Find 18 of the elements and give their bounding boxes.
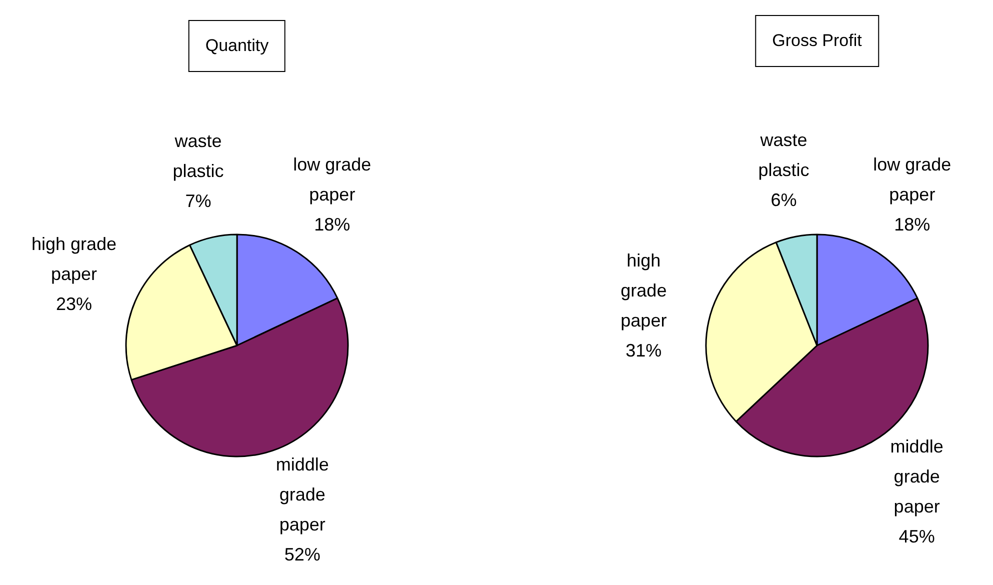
data-label: 23% [56, 294, 92, 314]
data-label: 52% [284, 544, 320, 565]
slice-label: low grade paper [293, 154, 372, 205]
data-label: 6% [770, 190, 797, 210]
slice-label: middle grade paper [276, 454, 329, 535]
slice-label: high grade paper [31, 234, 117, 284]
slice-label: low grade paper [873, 154, 952, 205]
slice-label: waste plastic [172, 131, 224, 182]
data-label: 18% [314, 214, 350, 235]
data-label: 18% [894, 214, 930, 235]
slice-label: high grade paper [620, 250, 667, 331]
chart-title: Quantity [188, 20, 286, 72]
chart-title: Gross Profit [755, 15, 879, 67]
data-label: 45% [898, 526, 935, 546]
slice-label: waste plastic [758, 130, 810, 180]
slice-label: middle grade paper [890, 436, 944, 516]
data-label: 7% [185, 191, 212, 212]
data-label: 31% [626, 340, 662, 361]
